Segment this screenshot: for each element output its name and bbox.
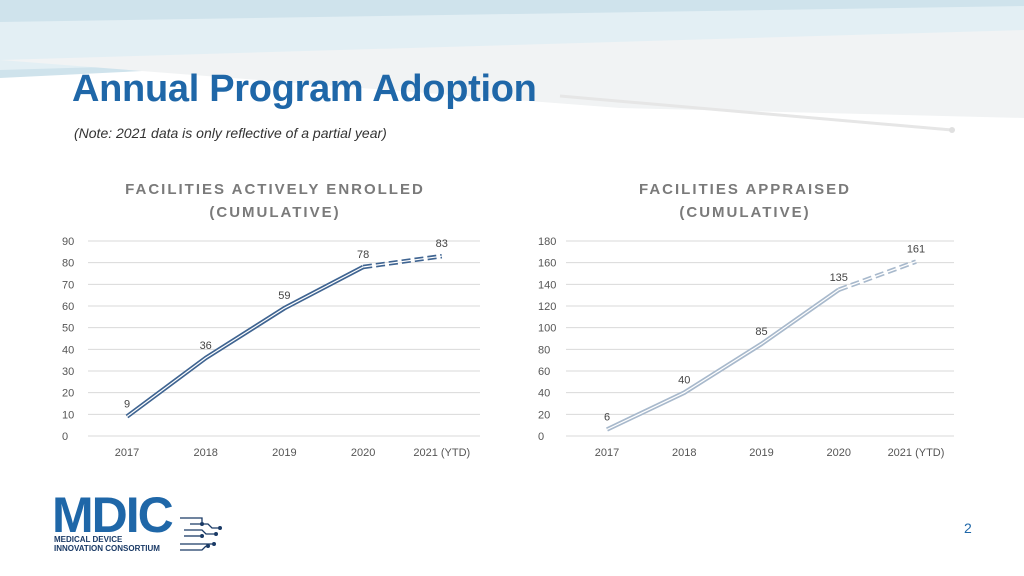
y-tick-label: 120	[538, 301, 556, 313]
y-tick-label: 40	[538, 388, 550, 400]
x-tick-label: 2019	[272, 447, 296, 459]
data-label: 6	[604, 412, 610, 424]
x-tick-label: 2021 (YTD)	[888, 447, 945, 459]
data-label: 36	[200, 340, 212, 352]
y-tick-label: 30	[62, 366, 74, 378]
y-tick-label: 70	[62, 279, 74, 291]
mdic-logo: MDIC MEDICAL DEVICE INNOVATION CONSORTIU…	[52, 487, 232, 563]
logo-line1: MEDICAL DEVICE	[54, 535, 123, 544]
y-tick-label: 80	[538, 344, 550, 356]
y-tick-label: 20	[538, 409, 550, 421]
logo-wordmark: MDIC	[52, 488, 173, 543]
series-line-highlight	[606, 289, 840, 431]
y-tick-label: 100	[538, 323, 556, 335]
y-tick-label: 40	[62, 344, 74, 356]
x-tick-label: 2017	[115, 447, 139, 459]
x-tick-label: 2017	[595, 447, 619, 459]
chart-right-title: FACILITIES APPRAISED (CUMULATIVE)	[520, 178, 970, 224]
data-label: 161	[907, 244, 925, 256]
y-tick-label: 0	[538, 431, 544, 443]
y-tick-label: 160	[538, 258, 556, 270]
y-tick-label: 50	[62, 323, 74, 335]
y-tick-label: 140	[538, 279, 556, 291]
chart-facilities-appraised: 0 20 40 60 80 100 120 140 160 180 2017 2018 2019 2020…	[538, 236, 954, 459]
data-label: 59	[278, 290, 290, 302]
x-tick-label: 2018	[193, 447, 217, 459]
y-tick-label: 10	[62, 409, 74, 421]
x-tick-label: 2021 (YTD)	[413, 447, 470, 459]
data-label: 40	[678, 375, 690, 387]
series-line-dashed-highlight	[838, 261, 917, 291]
page-note: (Note: 2021 data is only reflective of a…	[74, 125, 387, 141]
y-tick-label: 60	[62, 301, 74, 313]
series-line-dashed-highlight	[363, 255, 442, 268]
header-background	[0, 0, 1024, 133]
x-tick-label: 2020	[351, 447, 375, 459]
data-label: 135	[830, 272, 848, 284]
x-tick-label: 2018	[672, 447, 696, 459]
y-tick-label: 0	[62, 431, 68, 443]
y-tick-label: 180	[538, 236, 556, 248]
circuit-icon	[180, 517, 218, 551]
data-label: 83	[436, 238, 448, 250]
chart-left-title: FACILITIES ACTIVELY ENROLLED (CUMULATIVE…	[60, 178, 490, 224]
data-label: 85	[755, 326, 767, 338]
y-tick-label: 60	[538, 366, 550, 378]
y-tick-label: 20	[62, 388, 74, 400]
data-label: 9	[124, 399, 130, 411]
page-title: Annual Program Adoption	[72, 68, 537, 110]
logo-line2: INNOVATION CONSORTIUM	[54, 544, 160, 553]
chart-facilities-enrolled: 0 10 20 30 40 50 60 70 80 90 2017 2018 2019 2020 2021 …	[62, 236, 480, 459]
page-number: 2	[964, 520, 972, 536]
y-tick-label: 80	[62, 258, 74, 270]
x-tick-label: 2019	[749, 447, 773, 459]
chart-left-title-line1: FACILITIES ACTIVELY ENROLLED	[125, 181, 425, 198]
series-line-outline	[606, 287, 841, 432]
chart-left-title-line2: (CUMULATIVE)	[209, 204, 341, 221]
chart-right-title-line2: (CUMULATIVE)	[679, 204, 811, 221]
x-tick-label: 2020	[827, 447, 851, 459]
y-tick-label: 90	[62, 236, 74, 248]
series-line-highlight	[126, 266, 364, 417]
chart-right-title-line1: FACILITIES APPRAISED	[639, 181, 851, 198]
mdic-logo-graphic: MDIC MEDICAL DEVICE INNOVATION CONSORTIU…	[52, 487, 222, 553]
data-label: 78	[357, 249, 369, 261]
